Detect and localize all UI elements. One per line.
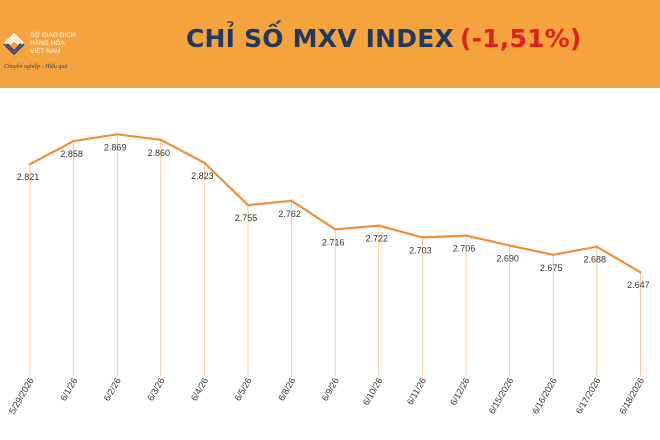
data-label: 2.706 [453, 244, 476, 254]
data-label: 2.823 [191, 171, 214, 181]
data-label: 2.762 [278, 209, 301, 219]
data-point [334, 228, 337, 231]
x-tick-label: 6/10/26 [361, 376, 385, 407]
data-point [290, 199, 293, 202]
x-tick-label: 6/8/26 [276, 376, 297, 403]
x-tick-label: 6/1/26 [58, 376, 79, 403]
x-tick-label: 6/16/2026 [530, 376, 559, 416]
x-tick-label: 6/4/26 [189, 376, 210, 403]
x-tick-label: 5/29/2026 [7, 376, 36, 416]
data-point [421, 236, 424, 239]
x-tick-label: 6/3/26 [145, 376, 166, 403]
x-tick-label: 6/5/26 [233, 376, 254, 403]
data-point [377, 224, 380, 227]
title-text: CHỈ SỐ MXV INDEX [186, 24, 454, 53]
data-label: 2.716 [322, 237, 345, 247]
data-label: 2.690 [496, 254, 519, 264]
data-label: 2.858 [60, 149, 83, 159]
logo: SỞ GIAO DỊCH HÀNG HÓA VIỆT NAM Chuyên ng… [2, 28, 102, 74]
data-point [203, 161, 206, 165]
x-tick-label: 6/12/26 [448, 376, 472, 407]
logo-text-line3: VIỆT NAM [30, 48, 61, 55]
data-label: 2.722 [366, 234, 389, 244]
data-label: 2.703 [409, 245, 432, 255]
data-point [159, 138, 162, 142]
data-point [72, 139, 75, 143]
data-label: 2.821 [17, 172, 40, 182]
data-point [116, 133, 119, 136]
x-tick-label: 6/11/26 [405, 376, 428, 406]
title-change-percent: (-1,51%) [459, 24, 582, 53]
x-tick-label: 6/9/26 [320, 376, 341, 403]
x-tick-label: 6/15/2026 [487, 376, 516, 416]
data-label: 2.675 [540, 263, 563, 273]
x-tick-label: 6/18/2026 [617, 376, 646, 416]
data-point [639, 271, 642, 274]
line-chart: 2.821 2.858 2.869 2.860 2.823 2.755 2.762 2.716… [7, 133, 650, 416]
x-tick-label: 6/17/2026 [574, 376, 603, 416]
data-label: 2.688 [584, 255, 607, 265]
header-banner: SỞ GIAO DỊCH HÀNG HÓA VIỆT NAM Chuyên ng… [0, 0, 660, 88]
data-label: 2.860 [148, 148, 171, 158]
data-label: 2.869 [104, 142, 127, 152]
data-point [28, 162, 32, 166]
data-point [595, 245, 598, 248]
data-point [464, 234, 468, 237]
logo-diamond-icon [3, 32, 25, 56]
data-label: 2.647 [627, 280, 650, 290]
data-point [508, 244, 511, 247]
data-label: 2.755 [235, 213, 258, 223]
data-point [246, 203, 250, 207]
logo-text-line1: SỞ GIAO DỊCH [30, 32, 76, 39]
logo-slogan: Chuyên nghiệp - Hiệu quả [4, 64, 68, 70]
x-tick-label: 6/2/26 [102, 376, 123, 403]
data-point [552, 253, 555, 257]
logo-text-line2: HÀNG HÓA [30, 40, 65, 47]
page-title: CHỈ SỐ MXV INDEX (-1,51%) [186, 24, 582, 53]
